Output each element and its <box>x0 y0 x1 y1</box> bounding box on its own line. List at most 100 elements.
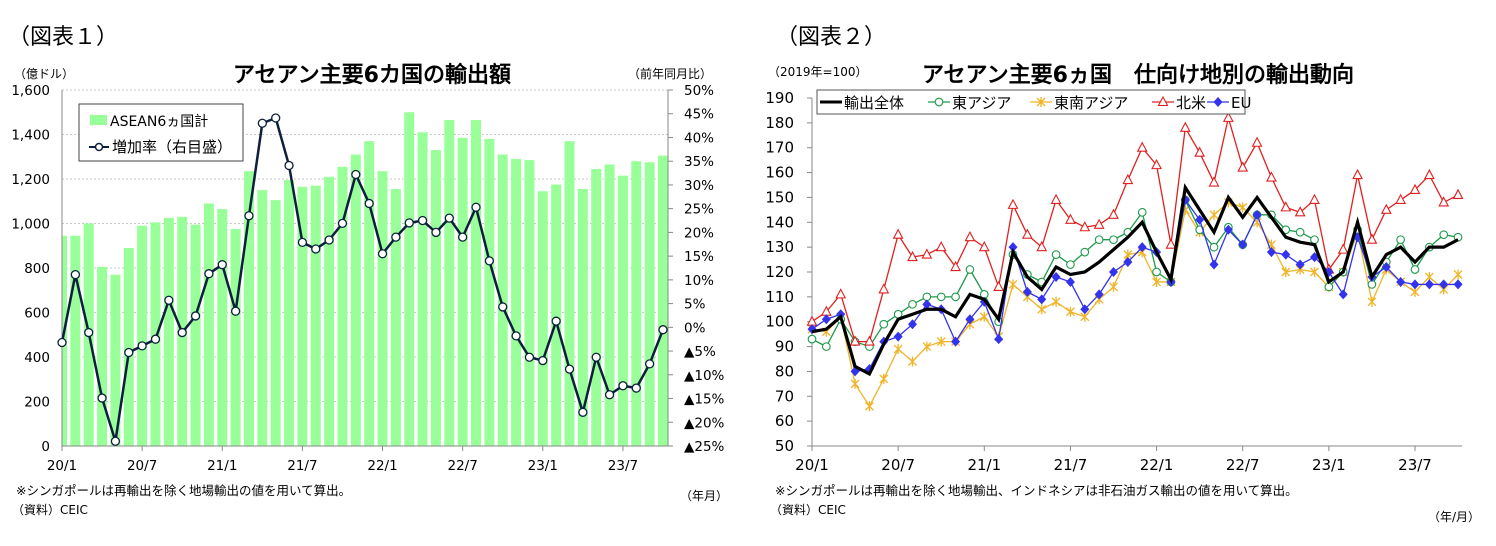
data-point <box>1294 206 1306 217</box>
x-tick-label: 22/7 <box>1226 456 1260 474</box>
bar <box>564 141 575 446</box>
y2-tick-label: 45% <box>684 107 714 123</box>
data-point <box>1094 235 1104 245</box>
growth-rate-point <box>484 256 495 266</box>
bar <box>137 225 148 446</box>
data-point <box>1295 259 1305 270</box>
data-point <box>978 240 990 252</box>
data-point <box>806 315 818 326</box>
data-point <box>1310 267 1319 277</box>
data-point <box>1208 176 1220 187</box>
growth-rate-point <box>431 227 441 238</box>
growth-rate-point <box>244 211 254 221</box>
data-point <box>1152 267 1161 277</box>
bar <box>390 189 401 446</box>
y2-tick-label: 30% <box>684 178 714 194</box>
data-point <box>1251 136 1263 147</box>
data-point <box>951 336 961 347</box>
y-tick-label: 120 <box>765 263 794 281</box>
data-point <box>1223 224 1233 235</box>
chart2-title: アセアン主要6ヵ国 仕向け地別の輸出動向 <box>922 62 1354 88</box>
data-point <box>1065 306 1075 317</box>
bar <box>217 209 228 446</box>
data-point <box>1195 214 1205 225</box>
growth-rate-point <box>204 269 214 279</box>
y2-tick-label: 40% <box>684 130 714 146</box>
data-point <box>1352 168 1363 180</box>
legend-label: EU <box>1231 94 1251 112</box>
data-point <box>922 299 932 310</box>
data-point <box>1065 213 1076 224</box>
bar <box>324 176 335 446</box>
x-tick-label: 23/1 <box>528 458 558 474</box>
bar <box>471 120 482 446</box>
data-point <box>1266 247 1276 258</box>
growth-rate-point <box>97 393 107 403</box>
growth-rate-point <box>84 327 94 338</box>
growth-rate-point <box>458 232 468 242</box>
data-point <box>951 292 960 302</box>
data-point <box>1123 257 1133 268</box>
data-point <box>1007 198 1019 209</box>
bar <box>591 168 602 446</box>
bar <box>243 171 254 446</box>
bar <box>190 224 201 446</box>
bar <box>404 112 415 446</box>
bar-series <box>62 112 668 446</box>
growth-rate-point <box>284 160 294 171</box>
x-tick-label: 20/1 <box>795 456 829 474</box>
series-line <box>811 183 1459 377</box>
data-point <box>1409 183 1421 195</box>
data-point <box>921 248 933 259</box>
chart2-note: ※シンガポールは再輸出を除く地場輸出、インドネシアは非石油ガス輸出の値を用いて算… <box>775 483 1298 498</box>
data-point <box>1295 227 1305 237</box>
figure1-label: （図表１） <box>8 25 118 50</box>
bar <box>577 189 588 446</box>
data-point <box>908 319 917 330</box>
data-point <box>1424 279 1434 290</box>
chart1-note: ※シンガポールは再輸出を除く地場輸出の値を用いて算出。 <box>16 483 351 498</box>
y2-tick-label: 50% <box>684 83 714 99</box>
growth-rate-point <box>498 302 508 312</box>
growth-rate-point <box>524 352 535 362</box>
growth-rate-point <box>190 311 201 321</box>
bar <box>163 217 174 446</box>
legend-circle-marker-icon <box>94 142 104 152</box>
data-point <box>1080 247 1090 257</box>
data-point <box>1066 260 1075 269</box>
x-tick-label: 20/7 <box>881 456 915 474</box>
data-point <box>864 335 875 346</box>
data-point <box>1438 196 1450 207</box>
bar <box>350 154 361 446</box>
y-tick-label: 60 <box>775 412 794 430</box>
x-tick-label: 23/7 <box>1398 456 1432 474</box>
data-point <box>979 311 989 322</box>
y-tick-label: 70 <box>775 387 794 405</box>
data-point <box>1453 269 1463 280</box>
x-tick-label: 23/1 <box>1312 456 1346 474</box>
data-point <box>936 336 946 347</box>
bar <box>444 120 455 446</box>
data-point <box>893 344 903 355</box>
data-point <box>1252 209 1262 220</box>
data-point <box>893 331 903 342</box>
data-point <box>1022 286 1032 297</box>
data-point <box>1337 243 1349 254</box>
data-point <box>1222 111 1234 122</box>
bar <box>658 155 668 446</box>
bar <box>617 175 628 446</box>
bar <box>123 247 134 446</box>
bar <box>430 150 441 446</box>
data-point <box>1151 158 1162 170</box>
data-point <box>1093 218 1105 229</box>
growth-rate-point <box>591 352 601 362</box>
y2-tick-label: ▲15% <box>684 392 725 408</box>
bar <box>377 171 388 446</box>
growth-rate-point <box>164 295 174 305</box>
data-point <box>1439 279 1449 290</box>
legend-label: 輸出全体 <box>844 94 904 112</box>
data-point <box>864 401 874 412</box>
growth-rate-point <box>578 407 588 417</box>
y-tick-label: 180 <box>765 114 794 132</box>
data-point <box>1281 267 1291 277</box>
